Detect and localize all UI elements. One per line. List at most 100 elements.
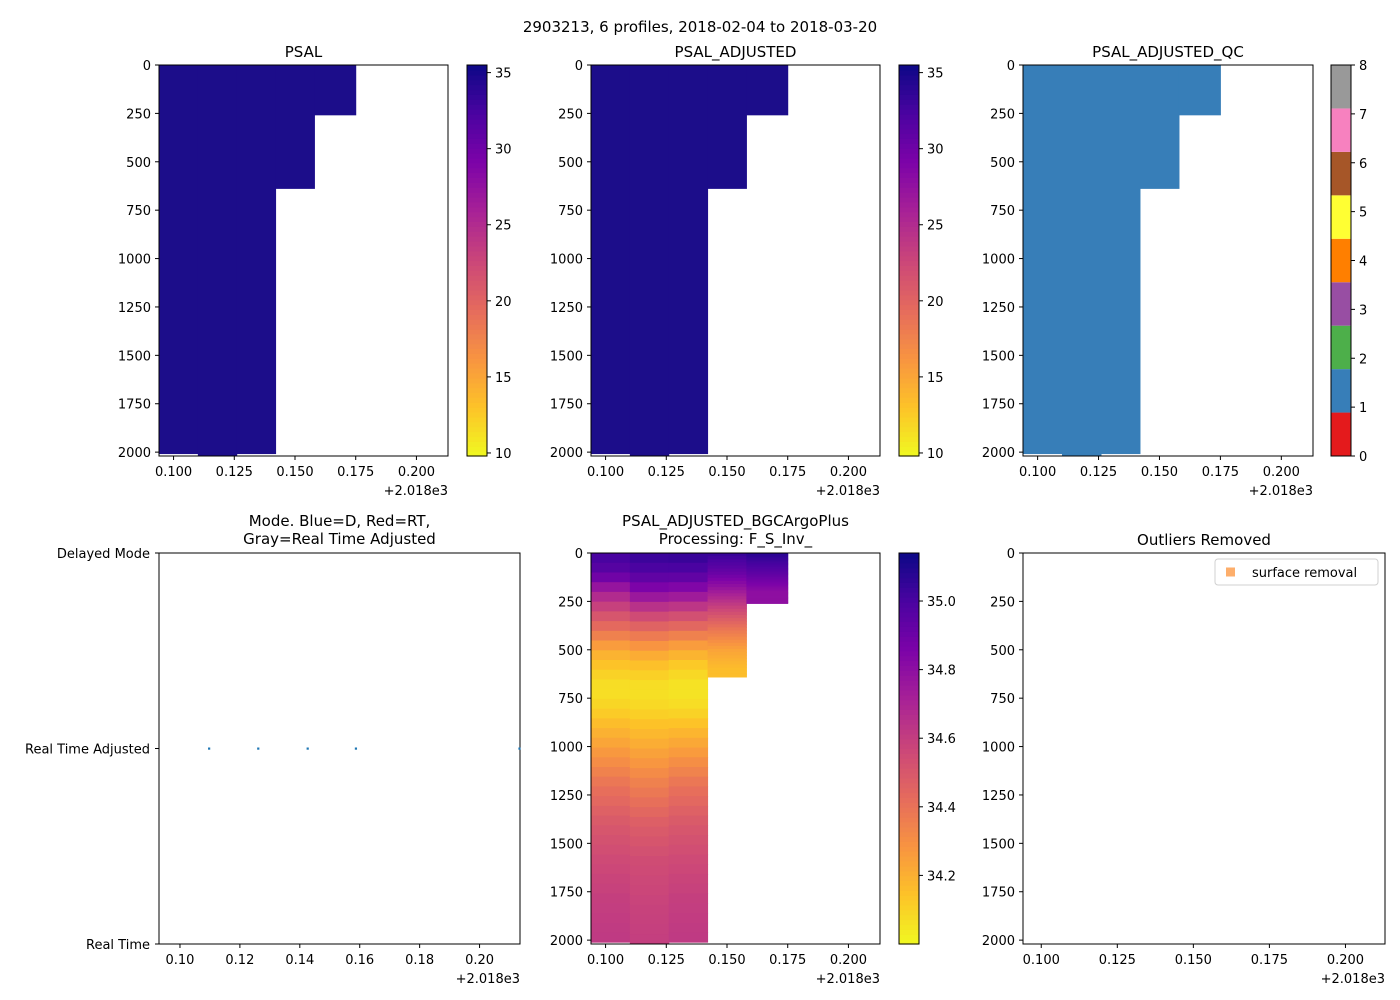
heatmap-cell	[591, 932, 631, 943]
colorbar-segment	[899, 240, 919, 247]
colorbar-segment	[467, 353, 487, 359]
colorbar-segment	[899, 733, 919, 740]
colorbar-band	[1331, 195, 1351, 239]
mode-point	[208, 747, 211, 750]
y-tick-label: 0	[1007, 547, 1015, 562]
colorbar-segment	[899, 333, 919, 340]
heatmap-cell	[707, 673, 747, 678]
heatmap-cell	[746, 580, 789, 583]
y-tick-label: 1500	[118, 349, 151, 364]
colorbar-band	[1331, 65, 1351, 109]
colorbar-segment	[899, 436, 919, 442]
mode-point	[306, 747, 309, 750]
heatmap-cells	[1023, 65, 1221, 456]
heatmap-cell	[591, 698, 631, 710]
heatmap-cell	[629, 748, 670, 759]
heatmap-cell	[591, 825, 631, 836]
colorbar-segment	[467, 407, 487, 413]
heatmap-cell	[591, 776, 631, 788]
x-tick-label: 0.150	[1175, 953, 1212, 968]
heatmap-cell	[591, 883, 631, 895]
colorbar-segment	[467, 221, 487, 227]
heatmap-cell	[707, 562, 747, 566]
heatmap-cell	[591, 591, 631, 603]
colorbar-segment	[467, 108, 487, 115]
colorbar-segment	[467, 441, 487, 447]
colorbar-segment	[899, 626, 919, 632]
colorbar-segment	[899, 377, 919, 384]
colorbar-segment	[899, 192, 919, 198]
heatmap-cell	[668, 747, 709, 758]
heatmap-cell	[746, 570, 789, 573]
heatmap-cell	[591, 669, 631, 681]
y-tick-label: 1000	[982, 741, 1015, 756]
heatmap-cell	[746, 584, 789, 587]
mode-point	[518, 747, 521, 750]
x-tick-label: 0.100	[1019, 465, 1056, 480]
colorbar-segment	[467, 226, 487, 232]
axes-frame	[590, 552, 881, 945]
colorbar-segment	[467, 99, 487, 105]
colorbar-segment	[899, 611, 919, 618]
colorbar-segment	[899, 289, 919, 296]
colorbar-segment	[899, 250, 919, 257]
colorbar-segment	[899, 206, 919, 213]
colorbar-tick-label: 3	[1359, 303, 1367, 318]
colorbar-segment	[899, 841, 919, 847]
y-tick-label: 2000	[550, 446, 583, 461]
y-tick-label: 500	[990, 156, 1015, 171]
y-tick-label: 1250	[550, 789, 583, 804]
heatmap-cell	[746, 573, 789, 575]
y-tick-label: 0	[575, 547, 583, 562]
colorbar-segment	[899, 226, 919, 232]
x-tick-label: 0.10	[165, 953, 194, 968]
heatmap-cell	[746, 565, 789, 568]
colorbar-segment	[899, 343, 919, 350]
y-tick-label: 750	[990, 692, 1015, 707]
heatmap-cell	[591, 766, 631, 778]
colorbar-segment	[899, 802, 919, 808]
subplot-title-line: Gray=Real Time Adjusted	[243, 530, 436, 548]
heatmap-cell	[629, 904, 670, 916]
colorbar-tick-label: 34.6	[927, 732, 956, 747]
colorbar-segment	[899, 358, 919, 364]
heatmap-cell	[668, 922, 709, 933]
subplot-title-line: PSAL_ADJUSTED_BGCArgoPlus	[622, 512, 849, 531]
heatmap-cell	[629, 611, 670, 623]
colorbar-segment	[899, 196, 919, 203]
heatmap-cell	[746, 586, 789, 589]
heatmap-cell	[629, 865, 670, 877]
heatmap-cell	[629, 582, 670, 593]
x-offset-label: +2.018e3	[456, 972, 520, 987]
y-tick-label: 750	[558, 692, 583, 707]
colorbar-segment	[899, 368, 919, 374]
colorbar-segment	[899, 431, 919, 438]
colorbar-segment	[899, 684, 919, 691]
heatmap-cell	[746, 579, 789, 582]
colorbar-segment	[899, 260, 919, 266]
colorbar-segment	[899, 314, 919, 320]
colorbar-segment	[467, 382, 487, 389]
y-tick-label: 1000	[550, 253, 583, 268]
heatmap-cell	[275, 65, 315, 189]
colorbar-segment	[899, 265, 919, 271]
heatmap-cell	[629, 728, 670, 740]
y-tick-label: 500	[558, 156, 583, 171]
heatmap-cell	[746, 574, 789, 577]
subplot-psal_qc: 0.100 0.125 0.150 0.175 0.200+2.018e30250500…	[982, 43, 1367, 499]
y-tick-label: 1750	[550, 398, 583, 413]
colorbar-segment	[467, 104, 487, 110]
colorbar-tick-label: 15	[495, 371, 512, 386]
colorbar-segment	[899, 728, 919, 735]
colorbar-segment	[467, 319, 487, 325]
heatmap-cell	[707, 642, 747, 647]
heatmap-cell	[707, 596, 747, 601]
heatmap-cell	[707, 614, 747, 619]
colorbar-tick-label: 6	[1359, 157, 1367, 172]
colorbar-segment	[467, 416, 487, 423]
colorbar-segment	[899, 665, 919, 671]
x-tick-label: 0.175	[1251, 953, 1288, 968]
colorbar-frame	[898, 552, 920, 945]
heatmap-cells	[591, 65, 789, 456]
heatmap-cell	[707, 580, 747, 585]
